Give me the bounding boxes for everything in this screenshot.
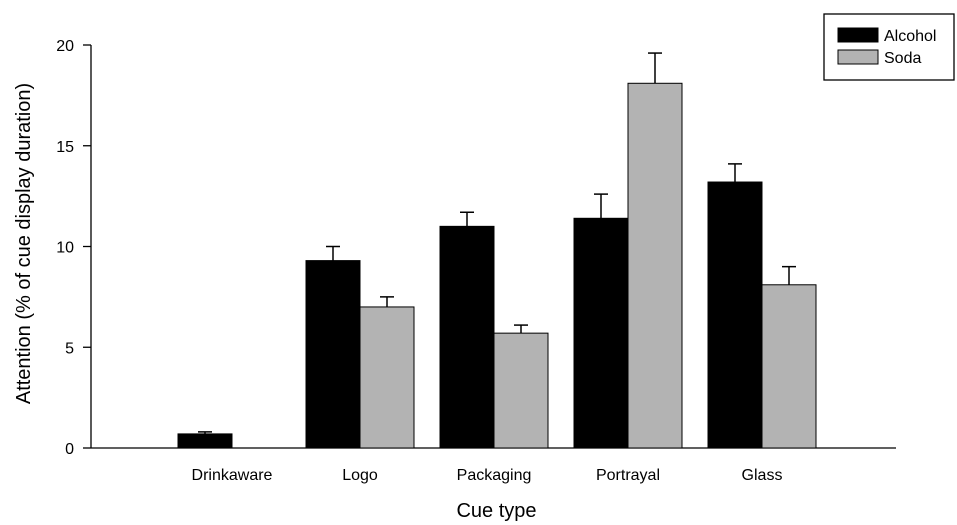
bar-alcohol-portrayal [573,217,629,449]
x-tick-label-packaging: Packaging [457,467,532,484]
y-tick-label-20: 20 [56,38,74,55]
legend-label-alcohol: Alcohol [884,28,936,45]
bar-alcohol-glass [707,181,763,449]
bars [177,52,817,449]
bar-soda-portrayal [627,82,683,449]
bar-alcohol-logo [305,260,361,449]
x-tick-label-logo: Logo [342,467,378,484]
x-tick-label-glass: Glass [742,467,783,484]
y-tick-label-10: 10 [56,240,74,257]
x-tick-label-portrayal: Portrayal [596,467,660,484]
x-tick-labels: Drinkaware Logo Packaging Portrayal Glass [192,467,783,484]
bar-alcohol-drinkaware [177,433,233,449]
y-tick-label-15: 15 [56,139,74,156]
legend-swatch-alcohol [837,27,879,43]
legend-label-soda: Soda [884,50,921,67]
x-axis-title: Cue type [456,500,536,522]
legend-box [823,13,955,81]
bar-alcohol-packaging [439,225,495,449]
y-ticks: 0 5 10 15 20 [56,38,91,458]
y-axis-title: Attention (% of cue display duration) [13,83,35,404]
legend-swatch-soda [837,49,879,65]
y-tick-label-0: 0 [65,441,74,458]
bar-soda-glass [761,284,817,449]
y-tick-label-5: 5 [65,340,74,357]
x-tick-label-drinkaware: Drinkaware [192,467,273,484]
legend: Alcohol Soda [823,13,955,81]
bar-soda-packaging [493,332,549,449]
bar-soda-logo [359,306,415,449]
